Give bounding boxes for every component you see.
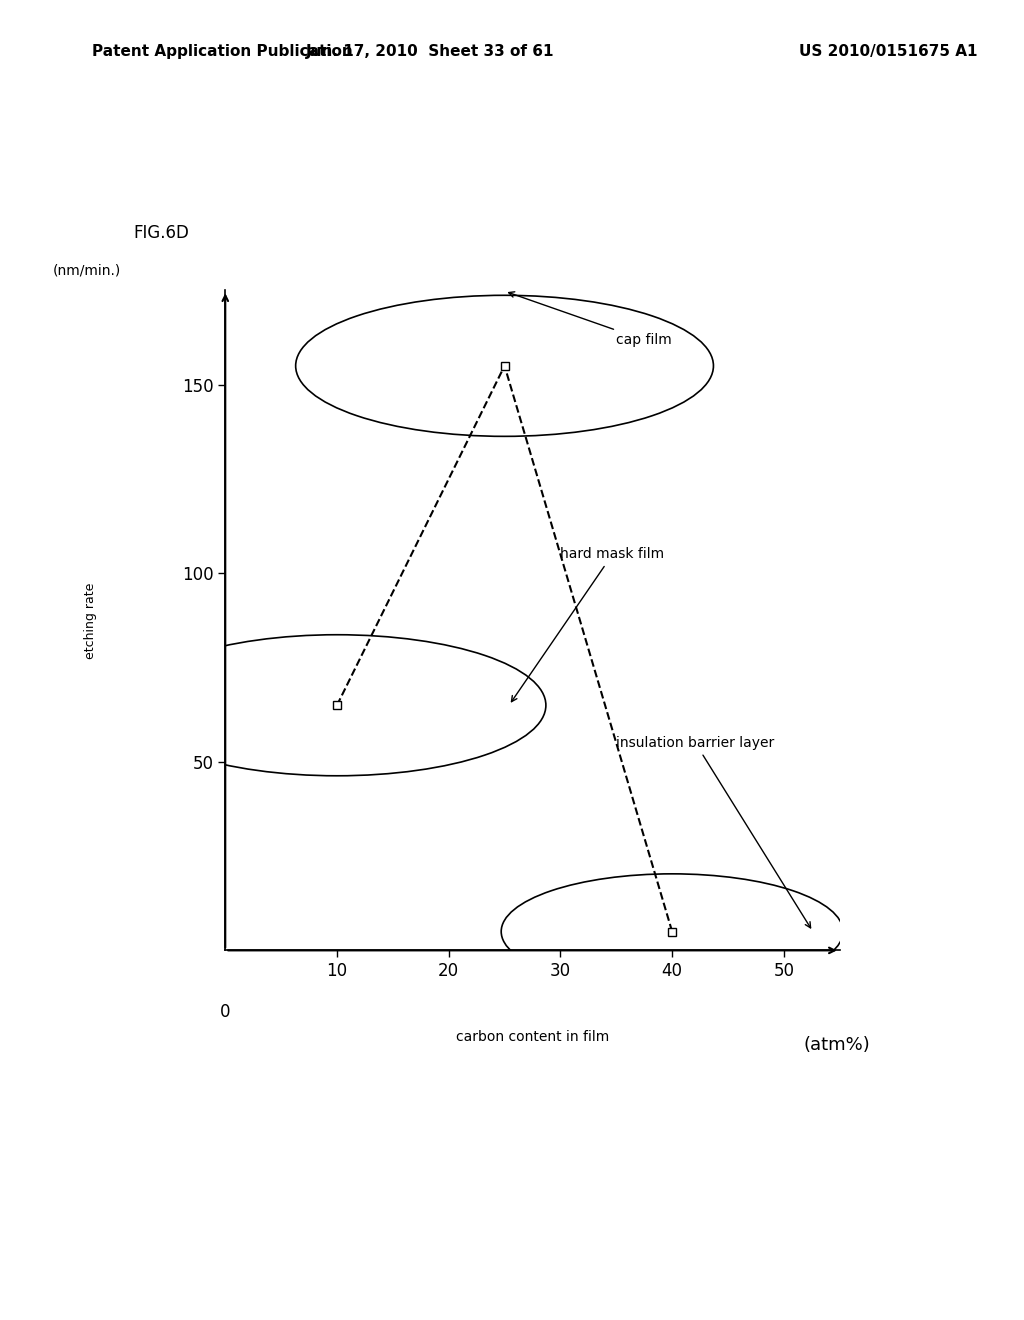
Text: Patent Application Publication: Patent Application Publication: [92, 44, 353, 58]
Text: Jun. 17, 2010  Sheet 33 of 61: Jun. 17, 2010 Sheet 33 of 61: [306, 44, 554, 58]
Text: carbon content in film: carbon content in film: [456, 1030, 609, 1044]
Text: cap film: cap film: [509, 292, 672, 347]
Text: FIG.6D: FIG.6D: [133, 224, 189, 243]
Text: 0: 0: [220, 1003, 230, 1022]
Text: (atm%): (atm%): [804, 1036, 870, 1055]
Text: etching rate: etching rate: [84, 582, 96, 659]
Text: US 2010/0151675 A1: US 2010/0151675 A1: [799, 44, 977, 58]
Text: insulation barrier layer: insulation barrier layer: [616, 737, 811, 928]
Text: (nm/min.): (nm/min.): [53, 263, 122, 277]
Text: hard mask film: hard mask film: [511, 548, 665, 702]
